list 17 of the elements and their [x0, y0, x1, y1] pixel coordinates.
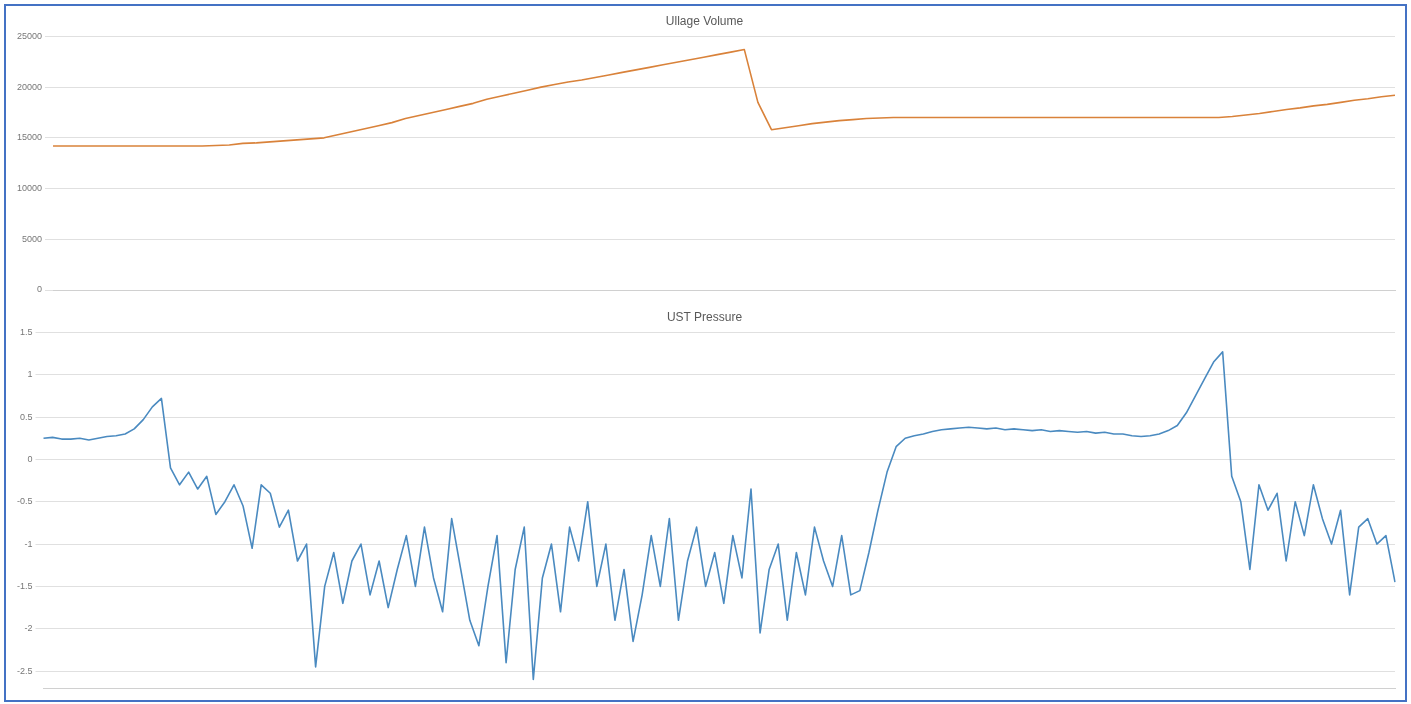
y-tick-label: 1.5 — [19, 326, 33, 337]
y-tick-label: 0 — [37, 284, 43, 295]
y-tick-label: 5000 — [22, 233, 43, 244]
y-tick-label: 10000 — [17, 183, 43, 194]
y-tick-label: -2 — [24, 623, 33, 634]
chart-title: UST Pressure — [666, 309, 743, 324]
y-tick-label: 20000 — [17, 81, 43, 92]
chart-title: Ullage Volume — [665, 13, 744, 28]
y-tick-label: -2.5 — [16, 665, 33, 676]
y-tick-label: 15000 — [17, 132, 43, 143]
y-tick-label: 0.5 — [19, 411, 33, 422]
y-tick-label: -1.5 — [16, 580, 33, 591]
y-tick-label: -0.5 — [16, 496, 33, 507]
y-tick-label: 0 — [27, 453, 33, 464]
y-tick-label: -1 — [24, 538, 33, 549]
y-tick-label: 1 — [27, 369, 33, 380]
y-tick-label: 25000 — [17, 30, 43, 41]
